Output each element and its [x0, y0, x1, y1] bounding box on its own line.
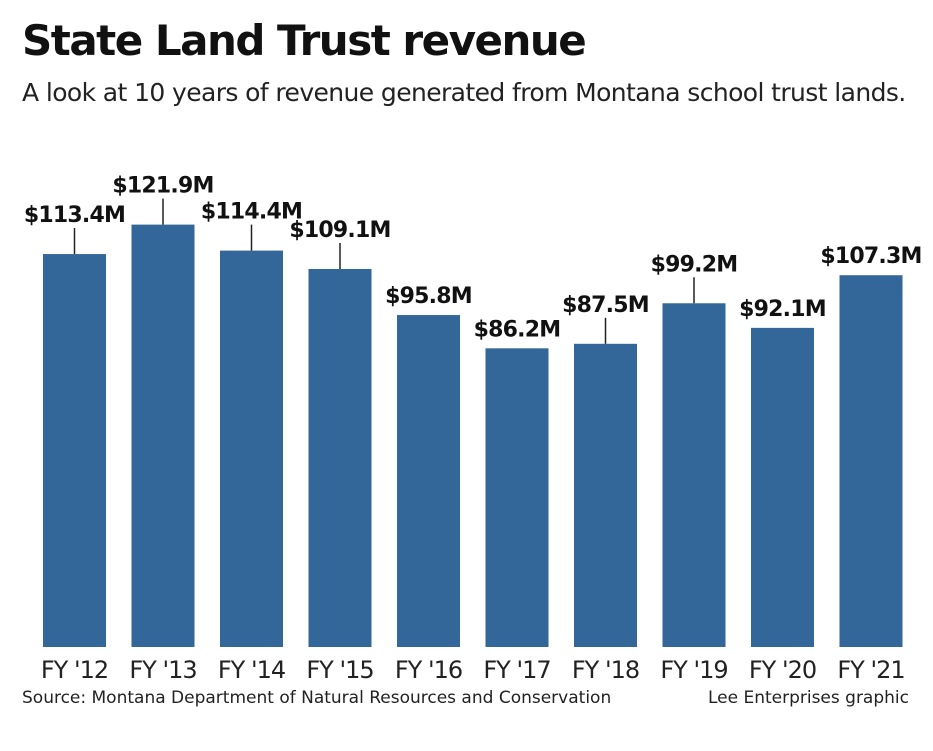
category-label-9: FY '20 — [749, 656, 816, 684]
category-label-2: FY '13 — [129, 656, 196, 684]
category-label-5: FY '16 — [395, 656, 462, 684]
data-label-7: $87.5M — [562, 293, 649, 318]
data-label-3: $114.4M — [201, 200, 302, 225]
category-label-3: FY '14 — [218, 656, 285, 684]
chart-subtitle: A look at 10 years of revenue generated … — [22, 78, 906, 107]
category-label-1: FY '12 — [41, 656, 108, 684]
bar-9 — [751, 327, 814, 647]
bar-10 — [839, 275, 903, 647]
data-label-8: $99.2M — [651, 252, 738, 277]
chart-title: State Land Trust revenue — [22, 16, 587, 65]
graphic-credit: Lee Enterprises graphic — [707, 688, 909, 708]
bar-7 — [574, 343, 637, 647]
bar-5 — [397, 315, 460, 647]
category-label-4: FY '15 — [306, 656, 373, 684]
data-label-4: $109.1M — [289, 218, 390, 243]
data-label-1: $113.4M — [24, 203, 125, 228]
data-label-5: $95.8M — [385, 284, 472, 309]
bar-1 — [43, 254, 106, 647]
category-label-7: FY '18 — [572, 656, 639, 684]
category-label-6: FY '17 — [483, 656, 550, 684]
data-label-2: $121.9M — [112, 174, 213, 199]
data-label-6: $86.2M — [474, 317, 561, 342]
category-label-10: FY '21 — [837, 656, 904, 684]
category-label-8: FY '19 — [660, 656, 727, 684]
data-label-9: $92.1M — [739, 297, 826, 322]
bar-8 — [662, 303, 726, 647]
bar-3 — [220, 250, 283, 647]
bar-6 — [485, 348, 549, 647]
source-note: Source: Montana Department of Natural Re… — [22, 688, 612, 708]
bar-4 — [308, 268, 372, 647]
bar-2 — [131, 224, 195, 647]
data-label-10: $107.3M — [820, 244, 921, 269]
